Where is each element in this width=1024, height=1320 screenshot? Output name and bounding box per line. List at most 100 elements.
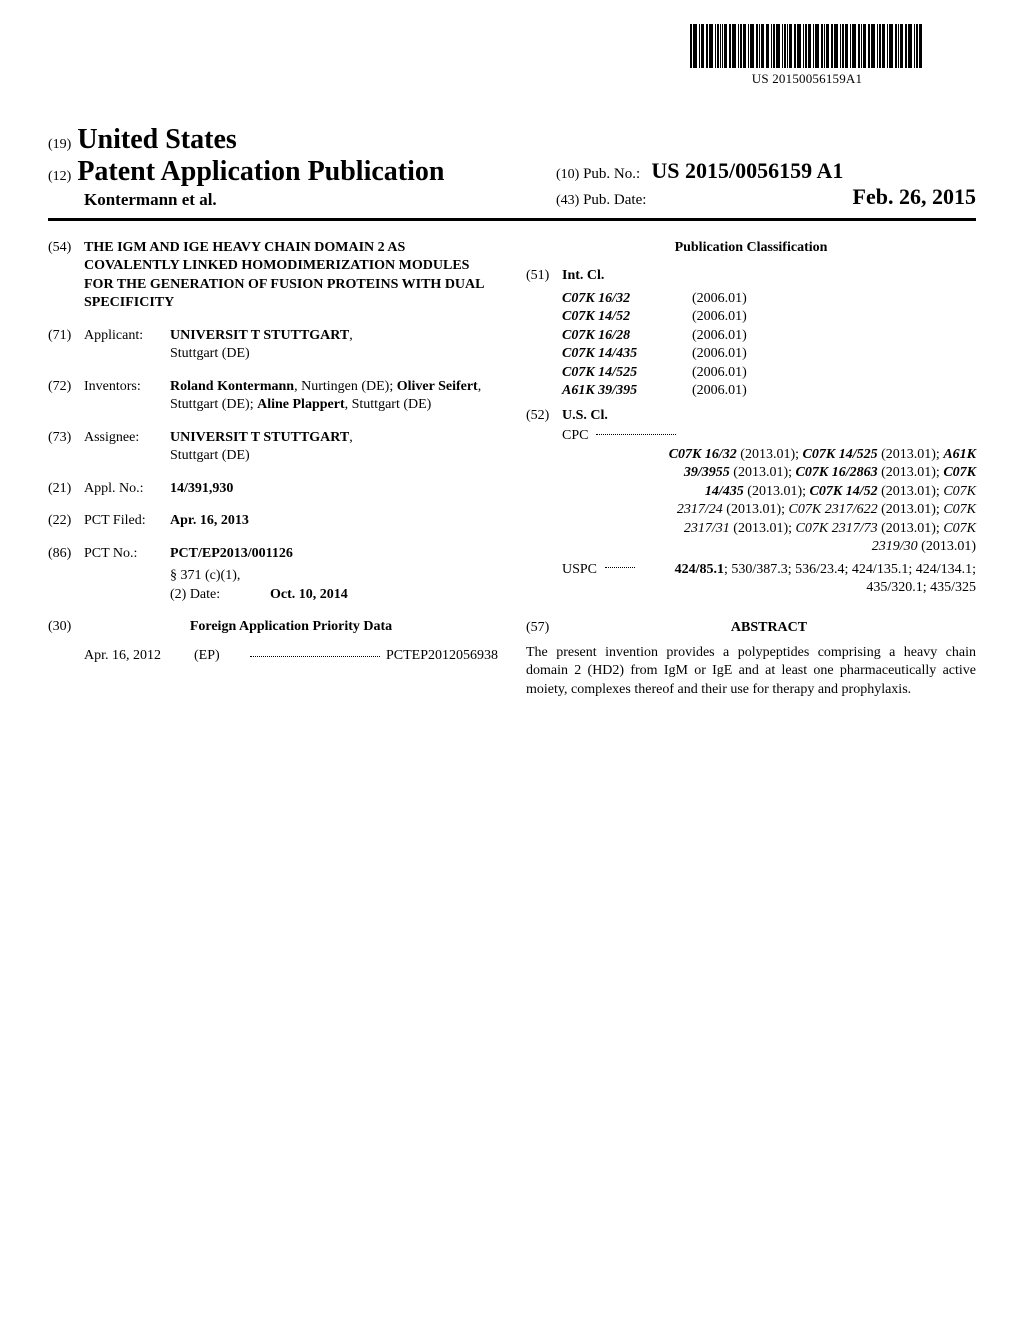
pubdate-label: Pub. Date: bbox=[583, 192, 646, 208]
s371-block: § 371 (c)(1), (2) Date: Oct. 10, 2014 bbox=[170, 567, 498, 604]
pctno-value: PCT/EP2013/001126 bbox=[170, 546, 293, 561]
inventors-label: Inventors: bbox=[84, 378, 170, 415]
intcl-ver: (2006.01) bbox=[692, 345, 747, 363]
uspc-text: 424/85.1; 530/387.3; 536/23.4; 424/135.1… bbox=[656, 561, 976, 598]
invention-title-entry: (54) THE IGM AND IGE HEAVY CHAIN DOMAIN … bbox=[48, 239, 498, 313]
leader-dots bbox=[605, 567, 635, 568]
intcl-code: C07K 14/525 bbox=[562, 364, 692, 382]
intcl-row: C07K 16/32(2006.01) bbox=[562, 290, 976, 308]
field-72-num: (72) bbox=[48, 378, 84, 415]
intcl-row: C07K 16/28(2006.01) bbox=[562, 327, 976, 345]
leader-dots bbox=[250, 647, 380, 657]
intcl-label: Int. Cl. bbox=[562, 268, 604, 283]
pctfiled-label: PCT Filed: bbox=[84, 512, 170, 530]
country-prefix: (19) bbox=[48, 137, 71, 152]
pubdate-prefix: (43) bbox=[556, 193, 579, 208]
foreign-date: Apr. 16, 2012 bbox=[84, 647, 194, 665]
barcode-block: US 20150056159A1 bbox=[690, 24, 924, 87]
applicant-entry: (71) Applicant: UNIVERSIT T STUTTGART, S… bbox=[48, 327, 498, 364]
inventor-2: Oliver Seifert bbox=[397, 379, 478, 394]
field-86-num: (86) bbox=[48, 545, 84, 563]
leader-dots bbox=[596, 434, 676, 435]
barcode-text: US 20150056159A1 bbox=[690, 71, 924, 87]
foreign-priority-header: Foreign Application Priority Data bbox=[84, 618, 498, 636]
country-name: United States bbox=[77, 124, 236, 155]
right-column: Publication Classification (51) Int. Cl.… bbox=[526, 239, 976, 699]
field-54-num: (54) bbox=[48, 239, 84, 313]
intcl-row: C07K 14/525(2006.01) bbox=[562, 364, 976, 382]
applno-label: Appl. No.: bbox=[84, 480, 170, 498]
field-71-num: (71) bbox=[48, 327, 84, 364]
applno-entry: (21) Appl. No.: 14/391,930 bbox=[48, 480, 498, 498]
pctno-label: PCT No.: bbox=[84, 545, 170, 563]
field-21-num: (21) bbox=[48, 480, 84, 498]
intcl-list: C07K 16/32(2006.01) C07K 14/52(2006.01) … bbox=[526, 290, 976, 401]
intcl-ver: (2006.01) bbox=[692, 364, 747, 382]
intcl-code: A61K 39/395 bbox=[562, 382, 692, 400]
abstract-entry: (57) ABSTRACT bbox=[526, 619, 976, 637]
applicant-name: UNIVERSIT T STUTTGART bbox=[170, 328, 349, 343]
pctfiled-value: Apr. 16, 2013 bbox=[170, 513, 249, 528]
intcl-ver: (2006.01) bbox=[692, 308, 747, 326]
body-columns: (54) THE IGM AND IGE HEAVY CHAIN DOMAIN … bbox=[48, 239, 976, 699]
applicant-location: Stuttgart (DE) bbox=[170, 346, 250, 361]
header-left: (19) United States (12) Patent Application… bbox=[48, 124, 444, 210]
field-51-num: (51) bbox=[526, 267, 562, 285]
uscl-entry: (52) U.S. Cl. bbox=[526, 407, 976, 425]
left-column: (54) THE IGM AND IGE HEAVY CHAIN DOMAIN … bbox=[48, 239, 498, 699]
assignee-location: Stuttgart (DE) bbox=[170, 448, 250, 463]
intcl-ver: (2006.01) bbox=[692, 290, 747, 308]
cpc-label: CPC bbox=[562, 428, 588, 443]
intcl-entry: (51) Int. Cl. bbox=[526, 267, 976, 285]
field-52-num: (52) bbox=[526, 407, 562, 425]
cpc-text: C07K 16/32 (2013.01); C07K 14/525 (2013.… bbox=[656, 446, 976, 557]
intcl-code: C07K 14/52 bbox=[562, 308, 692, 326]
pubdate-value: Feb. 26, 2015 bbox=[853, 184, 976, 210]
assignee-entry: (73) Assignee: UNIVERSIT T STUTTGART, St… bbox=[48, 429, 498, 466]
intcl-code: C07K 16/32 bbox=[562, 290, 692, 308]
barcode-graphic bbox=[690, 24, 924, 68]
intcl-code: C07K 16/28 bbox=[562, 327, 692, 345]
intcl-ver: (2006.01) bbox=[692, 382, 747, 400]
intcl-code: C07K 14/435 bbox=[562, 345, 692, 363]
foreign-priority-row: Apr. 16, 2012 (EP) PCTEP2012056938 bbox=[84, 647, 498, 665]
intcl-row: C07K 14/52(2006.01) bbox=[562, 308, 976, 326]
classification-header: Publication Classification bbox=[526, 239, 976, 257]
uspc-block: USPC 424/85.1; 530/387.3; 536/23.4; 424/… bbox=[562, 561, 976, 598]
applicant-label: Applicant: bbox=[84, 327, 170, 364]
inventor-3: Aline Plappert bbox=[257, 397, 345, 412]
cpc-block: CPC C07K 16/32 (2013.01); C07K 14/525 (2… bbox=[562, 427, 976, 556]
intcl-row: C07K 14/435(2006.01) bbox=[562, 345, 976, 363]
pubno-label: Pub. No.: bbox=[583, 166, 640, 182]
document-header: (19) United States (12) Patent Application… bbox=[48, 124, 976, 221]
abstract-text: The present invention provides a polypep… bbox=[526, 644, 976, 699]
field-30-num: (30) bbox=[48, 618, 84, 636]
pub-title: Patent Application Publication bbox=[77, 156, 444, 187]
field-73-num: (73) bbox=[48, 429, 84, 466]
authors-line: Kontermann et al. bbox=[84, 190, 444, 210]
pubno-prefix: (10) bbox=[556, 167, 579, 182]
assignee-label: Assignee: bbox=[84, 429, 170, 466]
uscl-label: U.S. Cl. bbox=[562, 408, 608, 423]
pub-title-prefix: (12) bbox=[48, 169, 71, 184]
pctfiled-entry: (22) PCT Filed: Apr. 16, 2013 bbox=[48, 512, 498, 530]
s371-date-value: Oct. 10, 2014 bbox=[270, 586, 348, 604]
invention-title: THE IGM AND IGE HEAVY CHAIN DOMAIN 2 AS … bbox=[84, 239, 498, 313]
s371-label: § 371 (c)(1), bbox=[170, 567, 240, 585]
header-right: (10) Pub. No.: US 2015/0056159 A1 (43) P… bbox=[556, 158, 976, 210]
inventors-entry: (72) Inventors: Roland Kontermann, Nurti… bbox=[48, 378, 498, 415]
inventor-1-loc: , Nurtingen (DE); bbox=[294, 379, 397, 394]
applno-value: 14/391,930 bbox=[170, 481, 233, 496]
intcl-ver: (2006.01) bbox=[692, 327, 747, 345]
pctno-entry: (86) PCT No.: PCT/EP2013/001126 bbox=[48, 545, 498, 563]
assignee-name: UNIVERSIT T STUTTGART bbox=[170, 430, 349, 445]
inventor-3-loc: , Stuttgart (DE) bbox=[345, 397, 432, 412]
inventor-1: Roland Kontermann bbox=[170, 379, 294, 394]
field-57-num: (57) bbox=[526, 619, 562, 637]
foreign-app-number: PCTEP2012056938 bbox=[386, 647, 498, 665]
uspc-label: USPC bbox=[562, 562, 597, 577]
field-22-num: (22) bbox=[48, 512, 84, 530]
foreign-country: (EP) bbox=[194, 647, 244, 665]
intcl-row: A61K 39/395(2006.01) bbox=[562, 382, 976, 400]
s371-date-label: (2) Date: bbox=[170, 586, 270, 604]
